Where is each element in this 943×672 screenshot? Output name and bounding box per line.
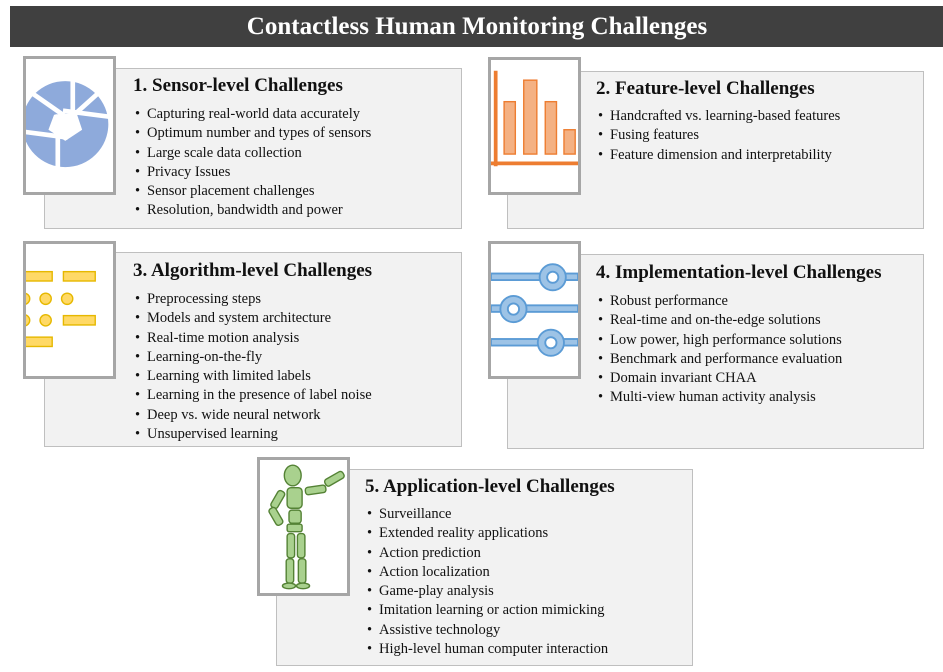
list-item: Real-time and on-the-edge solutions [598, 311, 842, 330]
list-item: Action localization [367, 563, 608, 582]
list-item: Learning in the presence of label noise [135, 386, 372, 405]
implementation-level-list: Robust performance Real-time and on-the-… [598, 292, 842, 408]
algorithm-level-heading: 3. Algorithm-level Challenges [133, 260, 373, 281]
list-item: Sensor placement challenges [135, 182, 371, 201]
sensor-level-heading: 1. Sensor-level Challenges [133, 75, 343, 96]
list-item: Robust performance [598, 292, 842, 311]
implementation-level-heading: 4. Implementation-level Challenges [596, 262, 882, 283]
list-item: Learning with limited labels [135, 367, 372, 386]
list-item: Benchmark and performance evaluation [598, 350, 842, 369]
list-item: Assistive technology [367, 621, 608, 640]
list-item: Optimum number and types of sensors [135, 124, 371, 143]
list-item: Low power, high performance solutions [598, 331, 842, 350]
list-item: Models and system architecture [135, 309, 372, 328]
list-item: Feature dimension and interpretability [598, 146, 840, 165]
application-level-heading: 5. Application-level Challenges [365, 476, 615, 497]
list-item: Capturing real-world data accurately [135, 105, 371, 124]
list-item: Deep vs. wide neural network [135, 406, 372, 425]
feature-level-heading: 2. Feature-level Challenges [596, 78, 815, 99]
list-item: Fusing features [598, 126, 840, 145]
list-item: Surveillance [367, 505, 608, 524]
list-item: Domain invariant CHAA [598, 369, 842, 388]
list-item: Learning-on-the-fly [135, 348, 372, 367]
application-level-list: Surveillance Extended reality applicatio… [367, 505, 608, 659]
flowchart-icon [23, 241, 116, 379]
list-item: Preprocessing steps [135, 290, 372, 309]
camera-aperture-icon [23, 56, 116, 195]
list-item: Multi-view human activity analysis [598, 388, 842, 407]
list-item: Game-play analysis [367, 582, 608, 601]
list-item: Imitation learning or action mimicking [367, 601, 608, 620]
list-item: High-level human computer interaction [367, 640, 608, 659]
list-item: Large scale data collection [135, 144, 371, 163]
sensor-level-list: Capturing real-world data accurately Opt… [135, 105, 371, 221]
list-item: Action prediction [367, 544, 608, 563]
bar-chart-icon [488, 57, 581, 195]
diagram-title: Contactless Human Monitoring Challenges [10, 6, 943, 47]
list-item: Resolution, bandwidth and power [135, 201, 371, 220]
feature-level-list: Handcrafted vs. learning-based features … [598, 107, 840, 165]
list-item: Handcrafted vs. learning-based features [598, 107, 840, 126]
sensor-level-panel: 1. Sensor-level Challenges Capturing rea… [44, 68, 462, 229]
list-item: Unsupervised learning [135, 425, 372, 444]
human-figure-icon [257, 457, 350, 596]
algorithm-level-list: Preprocessing steps Models and system ar… [135, 290, 372, 444]
list-item: Extended reality applications [367, 524, 608, 543]
list-item: Real-time motion analysis [135, 329, 372, 348]
list-item: Privacy Issues [135, 163, 371, 182]
slider-controls-icon [488, 241, 581, 379]
